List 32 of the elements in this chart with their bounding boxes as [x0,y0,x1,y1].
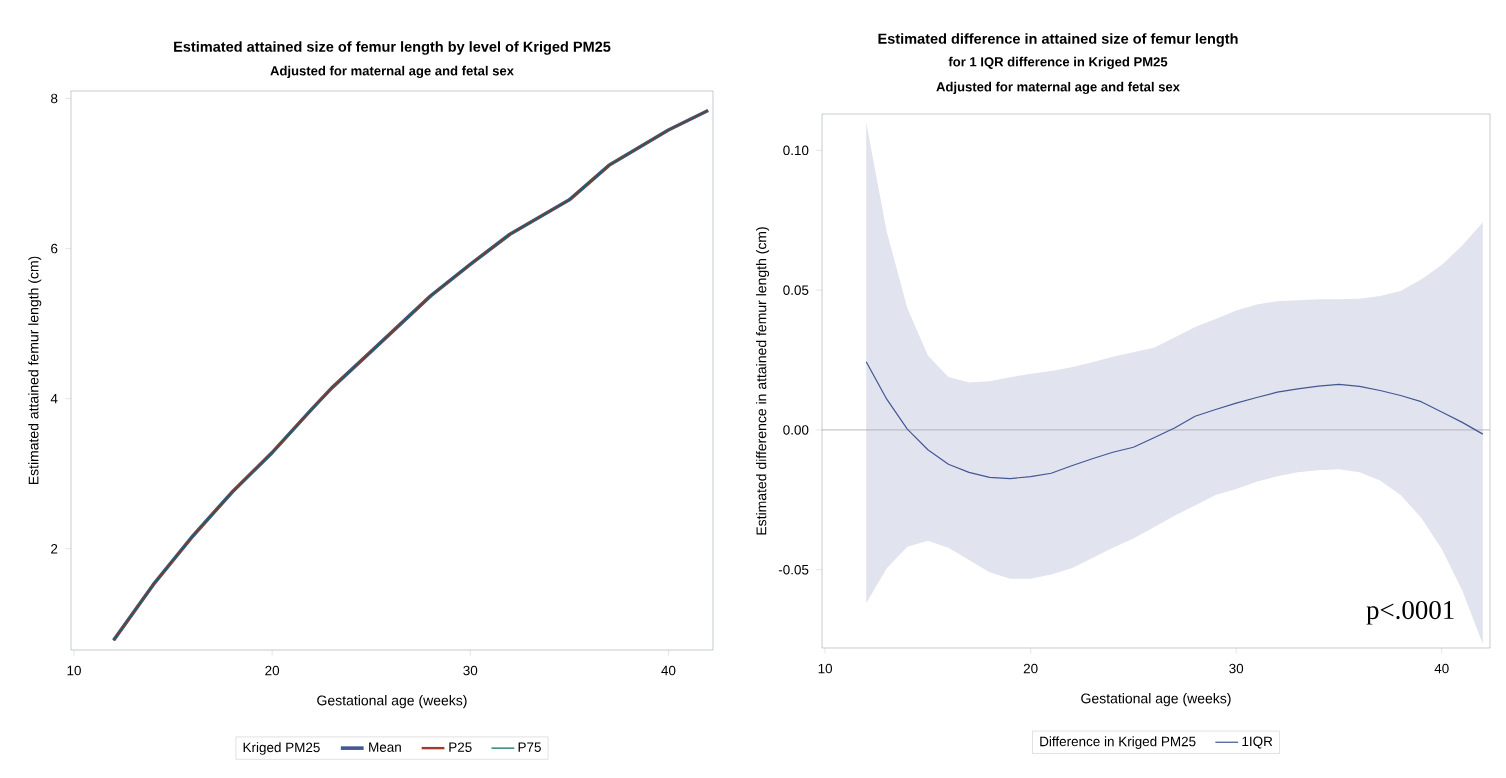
x-tick-label: 10 [818,663,833,674]
legend-label: P75 [518,742,541,752]
chart-subtitle: for 1 IQR difference in Kriged PM25 [948,56,1168,70]
y-tick-label: 4 [50,394,58,404]
x-tick-label: 20 [265,665,280,676]
text: Adjusted for maternal age and fetal sex [936,81,1180,95]
y-axis-title: Estimated attained femur length (cm) [28,256,42,485]
x-tick-label: 30 [1229,663,1244,674]
chart-title: Estimated attained size of femur length by level of Kriged PM25 [174,41,611,55]
legend-label: 1IQR [1242,736,1273,749]
legend-title: Difference in Kriged PM25 [1040,736,1196,749]
y-tick-label: 8 [51,93,58,104]
y-tick-label: 0.00 [783,425,809,435]
x-tick-label: 40 [1434,663,1449,674]
chart-title: Estimated difference in attained size of femur length [878,33,1238,47]
chart-subtitle: Adjusted for maternal age and fetal sex [270,65,514,79]
y-tick-label: 0.05 [783,285,809,295]
x-axis-title: Gestational age (weeks) [317,695,467,709]
legend-label: Mean [369,742,401,752]
y-tick-label: 2 [51,543,58,554]
x-tick-label: 20 [1023,663,1038,674]
x-tick-label: 30 [463,665,478,676]
y-tick-label: 0.10 [783,145,809,156]
annotation: p<.0001 [1366,600,1454,625]
y-axis-title: Estimated difference in attained femur length (cm) [756,227,770,535]
x-tick-label: 10 [67,665,81,676]
legend-title: Kriged PM25 [243,742,320,755]
y-tick-label: -0.05 [778,564,809,575]
legend-label: P25 [449,742,472,752]
x-axis-title: Gestational age (weeks) [1081,693,1231,707]
y-tick-label: 6 [51,243,58,254]
x-tick-label: 40 [661,665,676,676]
